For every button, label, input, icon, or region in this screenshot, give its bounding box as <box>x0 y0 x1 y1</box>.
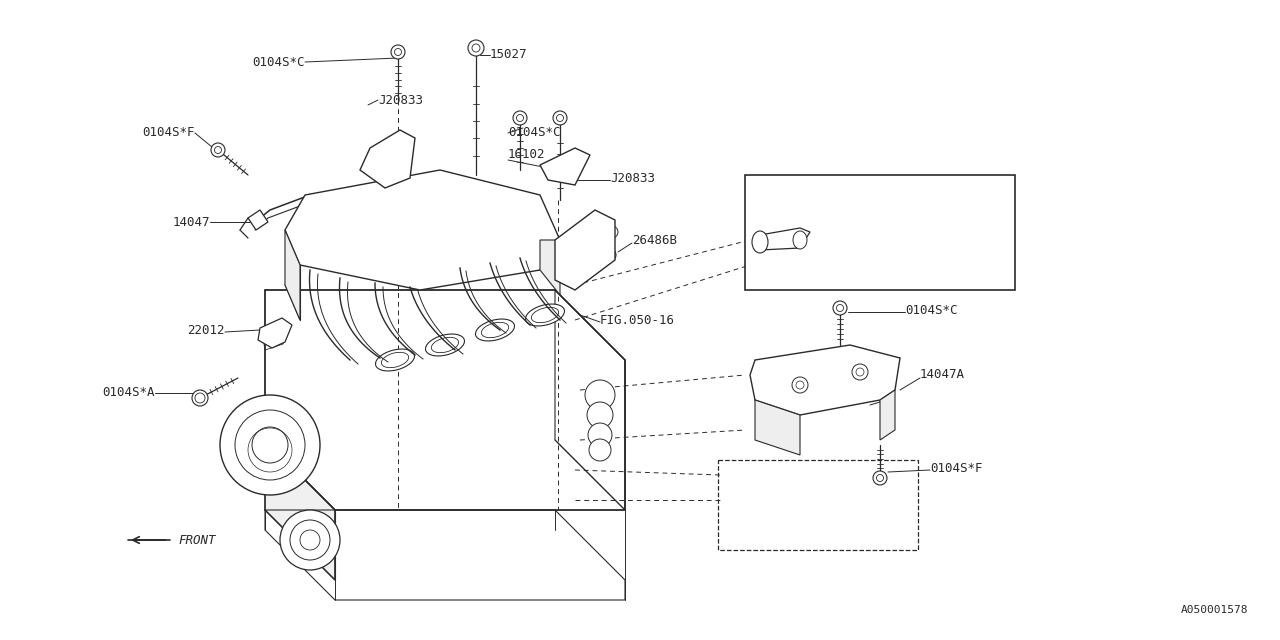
Circle shape <box>513 111 527 125</box>
Polygon shape <box>259 318 292 348</box>
Text: 0104S*C: 0104S*C <box>252 56 305 68</box>
Polygon shape <box>556 210 614 290</box>
Polygon shape <box>360 130 415 188</box>
Circle shape <box>390 45 404 59</box>
Text: FIG.050-16: FIG.050-16 <box>600 314 675 326</box>
Polygon shape <box>540 240 561 295</box>
Circle shape <box>594 254 602 262</box>
Ellipse shape <box>526 304 564 326</box>
Text: A050001578: A050001578 <box>1180 605 1248 615</box>
Circle shape <box>873 471 887 485</box>
Circle shape <box>211 143 225 157</box>
Text: J20833: J20833 <box>378 93 422 106</box>
Circle shape <box>588 402 613 428</box>
Circle shape <box>553 111 567 125</box>
Circle shape <box>605 226 618 238</box>
Polygon shape <box>760 228 810 250</box>
Ellipse shape <box>425 334 465 356</box>
Text: 16102: 16102 <box>508 148 545 161</box>
Text: 22012: 22012 <box>187 323 225 337</box>
Circle shape <box>604 249 616 261</box>
Circle shape <box>468 40 484 56</box>
Polygon shape <box>540 148 590 185</box>
Text: 0104S*C: 0104S*C <box>905 303 957 317</box>
Ellipse shape <box>570 240 600 260</box>
Ellipse shape <box>375 349 415 371</box>
Bar <box>718 460 918 550</box>
Circle shape <box>589 439 611 461</box>
Text: 0104S*C: 0104S*C <box>508 127 561 140</box>
Circle shape <box>852 364 868 380</box>
Bar <box>745 175 1015 290</box>
Text: 0104S*A: 0104S*A <box>900 230 952 243</box>
Text: 14719: 14719 <box>748 216 786 228</box>
Circle shape <box>890 232 901 244</box>
Circle shape <box>588 214 603 230</box>
Ellipse shape <box>753 231 768 253</box>
Circle shape <box>195 392 206 404</box>
Text: 26486B: 26486B <box>632 234 677 246</box>
Circle shape <box>573 157 582 167</box>
Text: 0104S*A: 0104S*A <box>102 387 155 399</box>
Polygon shape <box>265 440 335 580</box>
Text: J20833: J20833 <box>611 172 655 184</box>
Text: 14754*A: 14754*A <box>835 193 887 207</box>
Text: 0104S*F: 0104S*F <box>931 461 983 474</box>
Circle shape <box>833 301 847 315</box>
Circle shape <box>553 167 563 177</box>
Circle shape <box>588 423 612 447</box>
Ellipse shape <box>475 319 515 341</box>
Polygon shape <box>285 170 561 290</box>
Circle shape <box>585 380 614 410</box>
Text: FRONT: FRONT <box>178 534 215 547</box>
Text: (-’07MY0703): (-’07MY0703) <box>780 270 861 280</box>
Text: 0104S*F: 0104S*F <box>142 127 195 140</box>
Polygon shape <box>265 290 625 510</box>
Circle shape <box>380 150 390 160</box>
Circle shape <box>192 390 207 406</box>
Polygon shape <box>750 345 900 415</box>
Circle shape <box>792 377 808 393</box>
Text: 14047: 14047 <box>173 216 210 228</box>
Text: 15027: 15027 <box>490 49 527 61</box>
Text: 14047A: 14047A <box>920 369 965 381</box>
Polygon shape <box>755 400 800 455</box>
Ellipse shape <box>794 231 806 249</box>
Circle shape <box>220 395 320 495</box>
Circle shape <box>280 510 340 570</box>
Polygon shape <box>248 210 268 230</box>
Polygon shape <box>881 390 895 440</box>
Polygon shape <box>285 230 300 320</box>
